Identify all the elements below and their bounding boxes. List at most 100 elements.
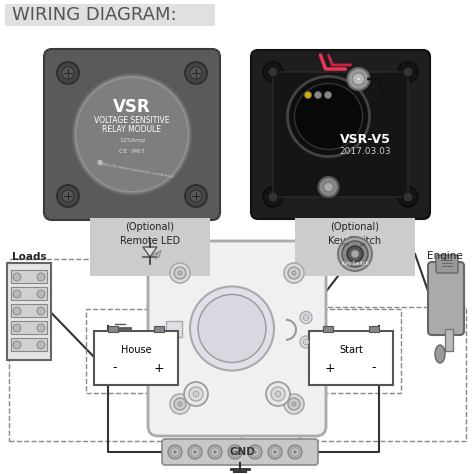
Text: House: House xyxy=(121,345,151,355)
FancyBboxPatch shape xyxy=(251,50,430,219)
Circle shape xyxy=(168,445,182,459)
FancyBboxPatch shape xyxy=(7,263,51,360)
Circle shape xyxy=(291,448,299,456)
Circle shape xyxy=(268,192,278,202)
Circle shape xyxy=(228,445,242,459)
Text: ON: ON xyxy=(360,243,366,247)
Circle shape xyxy=(173,450,176,454)
Bar xyxy=(11,338,47,351)
Circle shape xyxy=(356,77,361,81)
Text: Engine: Engine xyxy=(427,251,463,261)
Circle shape xyxy=(185,185,207,207)
Circle shape xyxy=(268,445,282,459)
Text: +: + xyxy=(325,362,335,374)
Circle shape xyxy=(185,62,207,84)
Circle shape xyxy=(57,62,79,84)
Text: VSR: VSR xyxy=(113,98,151,116)
Circle shape xyxy=(254,450,256,454)
Circle shape xyxy=(292,402,296,406)
Bar xyxy=(154,326,164,332)
Circle shape xyxy=(190,286,274,371)
Text: RELAY MODULE: RELAY MODULE xyxy=(102,125,162,134)
Circle shape xyxy=(271,387,285,401)
Polygon shape xyxy=(143,247,157,257)
FancyBboxPatch shape xyxy=(273,72,408,197)
Circle shape xyxy=(37,273,45,281)
Circle shape xyxy=(178,402,182,406)
Circle shape xyxy=(268,67,278,77)
Circle shape xyxy=(170,394,190,414)
Circle shape xyxy=(208,445,222,459)
Ellipse shape xyxy=(288,76,370,156)
Bar xyxy=(108,326,118,332)
Circle shape xyxy=(300,336,312,348)
Circle shape xyxy=(190,190,202,202)
Text: Start: Start xyxy=(339,345,363,355)
Circle shape xyxy=(62,67,74,79)
Circle shape xyxy=(178,271,182,275)
Text: VOLTAGE SENSITIVE: VOLTAGE SENSITIVE xyxy=(94,116,170,125)
Circle shape xyxy=(188,445,202,459)
Circle shape xyxy=(251,448,259,456)
Circle shape xyxy=(288,267,300,279)
Circle shape xyxy=(263,62,283,82)
Text: VSR-V5: VSR-V5 xyxy=(340,133,391,146)
Text: CE  IP67: CE IP67 xyxy=(119,149,145,154)
FancyBboxPatch shape xyxy=(90,218,210,276)
Bar xyxy=(11,287,47,300)
Circle shape xyxy=(13,341,21,349)
Circle shape xyxy=(266,382,290,406)
Text: +: + xyxy=(154,362,164,374)
Text: (Optional)
Key Switch: (Optional) Key Switch xyxy=(328,222,382,246)
Circle shape xyxy=(189,387,203,401)
Text: 2017.03.03: 2017.03.03 xyxy=(340,147,392,156)
FancyBboxPatch shape xyxy=(148,241,326,436)
Circle shape xyxy=(171,448,179,456)
Ellipse shape xyxy=(76,78,188,191)
Circle shape xyxy=(271,448,279,456)
Text: -: - xyxy=(113,362,117,374)
Circle shape xyxy=(347,68,370,90)
FancyBboxPatch shape xyxy=(162,439,318,465)
Circle shape xyxy=(293,450,297,454)
Circle shape xyxy=(342,241,368,267)
Ellipse shape xyxy=(73,74,191,194)
Circle shape xyxy=(211,448,219,456)
Bar xyxy=(11,270,47,283)
Text: OFF: OFF xyxy=(342,243,350,247)
Circle shape xyxy=(97,159,103,165)
FancyBboxPatch shape xyxy=(428,262,464,335)
Text: Loads: Loads xyxy=(12,252,46,262)
Circle shape xyxy=(304,91,311,99)
Circle shape xyxy=(191,448,199,456)
Text: 125Amp: 125Amp xyxy=(119,138,145,143)
Circle shape xyxy=(319,177,338,197)
Circle shape xyxy=(174,267,186,279)
FancyBboxPatch shape xyxy=(94,331,178,385)
Bar xyxy=(369,326,379,332)
Circle shape xyxy=(275,391,281,397)
Circle shape xyxy=(62,190,74,202)
Circle shape xyxy=(37,341,45,349)
Circle shape xyxy=(288,398,300,410)
FancyBboxPatch shape xyxy=(44,49,220,220)
Circle shape xyxy=(273,450,276,454)
Bar xyxy=(166,320,182,337)
Circle shape xyxy=(190,67,202,79)
Bar xyxy=(11,304,47,317)
Circle shape xyxy=(338,237,372,271)
Circle shape xyxy=(13,290,21,298)
Circle shape xyxy=(174,398,186,410)
Text: Key Switch: Key Switch xyxy=(342,261,368,265)
Circle shape xyxy=(37,324,45,332)
Circle shape xyxy=(231,448,239,456)
Circle shape xyxy=(300,311,312,323)
Text: (Optional)
Remote LED: (Optional) Remote LED xyxy=(120,222,180,246)
FancyBboxPatch shape xyxy=(5,4,215,26)
Circle shape xyxy=(57,185,79,207)
Text: LED ON when batteries combined: LED ON when batteries combined xyxy=(100,162,174,179)
Circle shape xyxy=(398,62,418,82)
Circle shape xyxy=(351,250,359,258)
Circle shape xyxy=(353,73,365,85)
Circle shape xyxy=(284,263,304,283)
